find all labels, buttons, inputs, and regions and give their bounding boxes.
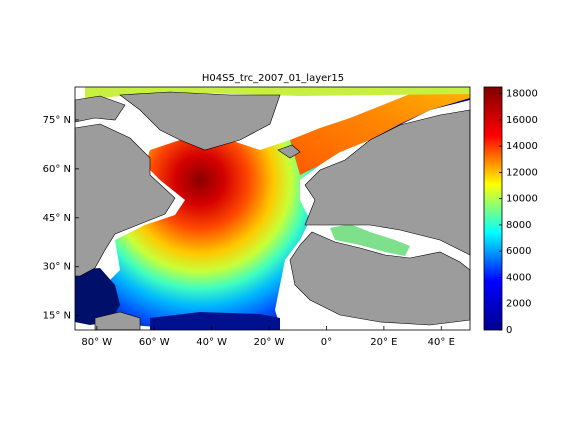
- map-frame: [74, 86, 471, 331]
- ocean-field: [100, 88, 470, 330]
- colorbar-tick-label: 4000: [506, 272, 531, 283]
- y-tick-label: 75° N: [43, 115, 71, 126]
- colorbar-tick-label: 8000: [506, 220, 531, 231]
- ocean-field-arctic: [85, 87, 470, 100]
- title: H04S5_trc_2007_01_layer15: [202, 73, 344, 84]
- y-tick-label: 45° N: [43, 213, 71, 224]
- colorbar-tick-label: 0: [506, 325, 512, 336]
- x-tick-label: 40° W: [196, 337, 227, 348]
- colorbar-tick-label: 6000: [506, 246, 531, 257]
- y-tick-label: 60° N: [43, 164, 71, 175]
- south-america: [94, 311, 141, 331]
- colorbar-tick-label: 10000: [506, 194, 538, 205]
- africa: [289, 231, 471, 326]
- map: [74, 86, 471, 331]
- x-tick-label: 20° W: [254, 337, 285, 348]
- y-tick-label: 30° N: [43, 262, 71, 273]
- x-tick-label: 20° E: [370, 337, 397, 348]
- x-tick-label: 60° W: [139, 337, 170, 348]
- colorbar-tick-label: 12000: [506, 167, 538, 178]
- ocean-field-ne: [290, 88, 470, 175]
- colorbar-tick-label: 2000: [506, 299, 531, 310]
- x-tick-label: 40° E: [428, 337, 455, 348]
- x-tick-label: 80° W: [81, 337, 112, 348]
- colorbar: [483, 86, 503, 331]
- colorbar-tick-label: 14000: [506, 141, 538, 152]
- x-tick-label: 0°: [321, 337, 332, 348]
- ocean-field-south: [150, 312, 280, 330]
- north-america: [74, 123, 176, 277]
- colorbar-tick-label: 18000: [506, 89, 538, 100]
- mediterranean-field: [330, 224, 410, 256]
- greenland: [119, 91, 281, 151]
- caribbean-field: [75, 268, 120, 325]
- europe: [304, 109, 471, 256]
- colorbar-tick-label: 16000: [506, 115, 538, 126]
- iceland: [277, 144, 301, 159]
- y-tick-label: 15° N: [43, 311, 71, 322]
